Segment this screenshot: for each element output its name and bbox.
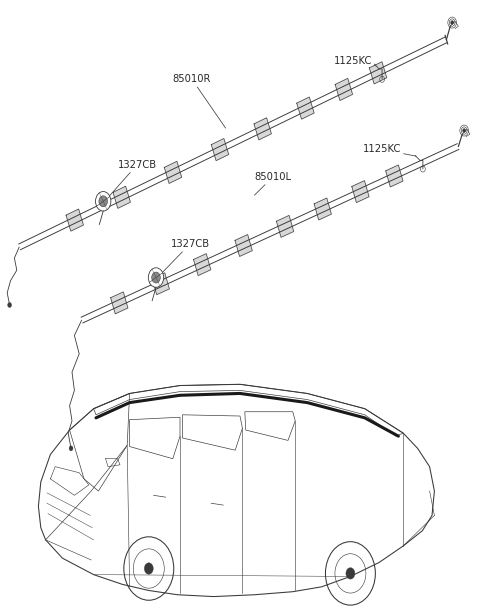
- Circle shape: [148, 268, 164, 287]
- Circle shape: [346, 568, 355, 579]
- Circle shape: [99, 196, 108, 207]
- Circle shape: [144, 563, 153, 574]
- Text: 1125KC: 1125KC: [362, 145, 416, 156]
- Polygon shape: [111, 292, 128, 314]
- Polygon shape: [335, 79, 352, 101]
- Circle shape: [152, 272, 160, 283]
- Polygon shape: [235, 235, 252, 256]
- Circle shape: [463, 129, 466, 132]
- Polygon shape: [276, 215, 294, 237]
- Polygon shape: [193, 254, 211, 276]
- Polygon shape: [297, 97, 314, 119]
- Text: 1125KC: 1125KC: [334, 56, 375, 66]
- Text: 1327CB: 1327CB: [157, 239, 210, 278]
- Polygon shape: [66, 209, 84, 231]
- Circle shape: [96, 192, 111, 211]
- Polygon shape: [314, 198, 331, 220]
- Text: 85010L: 85010L: [254, 172, 291, 195]
- Circle shape: [8, 303, 12, 307]
- Polygon shape: [370, 62, 387, 84]
- Polygon shape: [352, 181, 369, 203]
- Polygon shape: [386, 165, 403, 187]
- Polygon shape: [164, 162, 181, 184]
- Polygon shape: [211, 138, 228, 160]
- Circle shape: [69, 446, 73, 451]
- Text: 1327CB: 1327CB: [105, 160, 157, 201]
- Polygon shape: [254, 118, 271, 140]
- Text: 85010R: 85010R: [173, 74, 226, 128]
- Polygon shape: [113, 186, 131, 208]
- Polygon shape: [152, 273, 169, 295]
- Circle shape: [451, 21, 454, 24]
